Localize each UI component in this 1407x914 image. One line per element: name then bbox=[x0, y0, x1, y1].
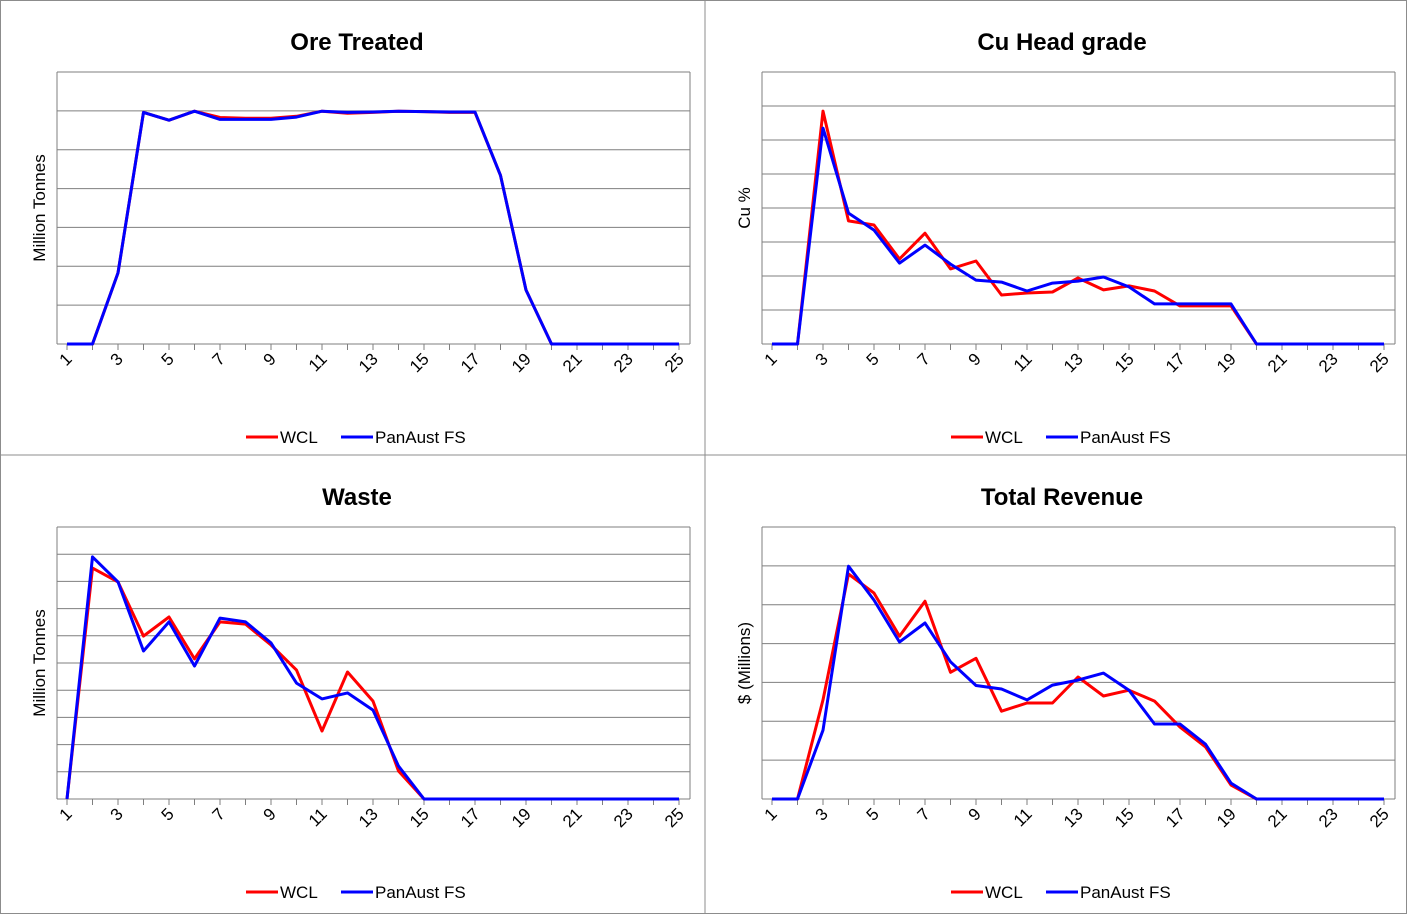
x-tick-label: 23 bbox=[610, 804, 637, 831]
x-tick-label: 25 bbox=[661, 349, 688, 376]
x-tick-label: 1 bbox=[56, 804, 76, 824]
x-tick-label: 7 bbox=[914, 349, 934, 369]
chart-title: Ore Treated bbox=[290, 29, 423, 56]
legend-label: WCL bbox=[280, 428, 318, 447]
x-tick-label: 17 bbox=[1162, 804, 1189, 831]
chart-title: Total Revenue bbox=[981, 484, 1143, 511]
x-tick-label: 19 bbox=[508, 349, 535, 376]
y-axis-label: Million Tonnes bbox=[30, 609, 49, 716]
x-tick-label: 15 bbox=[1111, 349, 1138, 376]
x-tick-label: 15 bbox=[406, 804, 433, 831]
x-tick-label: 11 bbox=[305, 804, 331, 830]
x-tick-label: 13 bbox=[355, 349, 382, 376]
legend-label: PanAust FS bbox=[375, 428, 466, 447]
series-line bbox=[65, 555, 679, 801]
x-tick-label: 9 bbox=[260, 349, 280, 369]
legend-label: PanAust FS bbox=[375, 883, 466, 902]
x-tick-label: 25 bbox=[1366, 804, 1393, 831]
x-tick-label: 7 bbox=[209, 804, 229, 824]
legend-label: PanAust FS bbox=[1080, 428, 1171, 447]
x-tick-label: 21 bbox=[559, 804, 586, 831]
x-tick-label: 25 bbox=[1366, 349, 1393, 376]
x-tick-label: 5 bbox=[863, 804, 883, 824]
x-tick-label: 3 bbox=[812, 804, 832, 824]
series-line bbox=[67, 109, 679, 346]
x-tick-label: 23 bbox=[1315, 804, 1342, 831]
x-tick-label: 9 bbox=[965, 804, 985, 824]
legend-label: WCL bbox=[985, 883, 1023, 902]
y-axis-label: Million Tonnes bbox=[30, 154, 49, 261]
x-tick-label: 21 bbox=[1264, 349, 1291, 376]
x-tick-label: 5 bbox=[158, 349, 178, 369]
x-tick-label: 7 bbox=[914, 804, 934, 824]
x-tick-label: 21 bbox=[559, 349, 586, 376]
x-tick-label: 21 bbox=[1264, 804, 1291, 831]
x-tick-label: 9 bbox=[260, 804, 280, 824]
series-line bbox=[772, 564, 1384, 801]
x-tick-label: 1 bbox=[761, 804, 781, 824]
series-line bbox=[65, 566, 679, 801]
x-tick-label: 19 bbox=[508, 804, 535, 831]
x-tick-label: 19 bbox=[1213, 349, 1240, 376]
x-tick-label: 5 bbox=[158, 804, 178, 824]
x-tick-label: 11 bbox=[1010, 349, 1036, 375]
x-tick-label: 1 bbox=[761, 349, 781, 369]
x-tick-label: 25 bbox=[661, 804, 688, 831]
x-tick-label: 17 bbox=[1162, 349, 1189, 376]
series-line bbox=[772, 126, 1384, 346]
x-tick-label: 23 bbox=[1315, 349, 1342, 376]
y-axis-label: Cu % bbox=[735, 187, 754, 229]
x-tick-label: 17 bbox=[457, 349, 484, 376]
legend-label: PanAust FS bbox=[1080, 883, 1171, 902]
x-tick-label: 15 bbox=[1111, 804, 1138, 831]
x-tick-label: 9 bbox=[965, 349, 985, 369]
x-tick-label: 1 bbox=[56, 349, 76, 369]
x-tick-label: 13 bbox=[355, 804, 382, 831]
chart-title: Waste bbox=[322, 484, 392, 511]
x-tick-label: 23 bbox=[610, 349, 637, 376]
x-tick-label: 3 bbox=[107, 804, 127, 824]
legend-label: WCL bbox=[280, 883, 318, 902]
x-tick-label: 3 bbox=[107, 349, 127, 369]
x-tick-label: 7 bbox=[209, 349, 229, 369]
x-tick-label: 13 bbox=[1060, 349, 1087, 376]
x-tick-label: 15 bbox=[406, 349, 433, 376]
x-tick-label: 11 bbox=[305, 349, 331, 375]
legend-label: WCL bbox=[985, 428, 1023, 447]
x-tick-label: 17 bbox=[457, 804, 484, 831]
x-tick-label: 5 bbox=[863, 349, 883, 369]
chart-title: Cu Head grade bbox=[977, 29, 1146, 56]
x-tick-label: 3 bbox=[812, 349, 832, 369]
x-tick-label: 11 bbox=[1010, 804, 1036, 830]
x-tick-label: 13 bbox=[1060, 804, 1087, 831]
series-line bbox=[772, 109, 1384, 346]
x-tick-label: 19 bbox=[1213, 804, 1240, 831]
series-line bbox=[772, 572, 1384, 801]
y-axis-label: $ (Millions) bbox=[735, 622, 754, 704]
